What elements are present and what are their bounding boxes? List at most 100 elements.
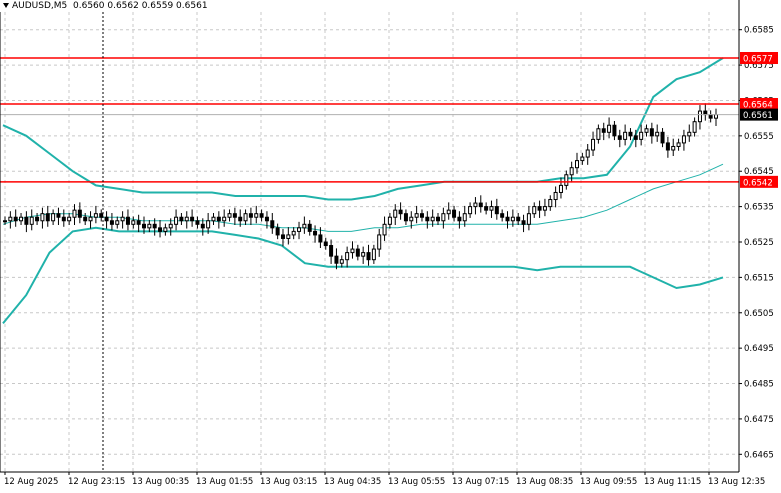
candle-body bbox=[500, 213, 505, 218]
y-tick-label: 0.6575 bbox=[744, 61, 774, 71]
candle-body bbox=[3, 220, 7, 223]
y-tick-label: 0.6465 bbox=[744, 450, 774, 460]
candle-body bbox=[377, 234, 382, 250]
candle-body bbox=[206, 220, 211, 229]
candle-body bbox=[19, 216, 24, 222]
candle-body bbox=[35, 216, 40, 222]
y-tick-label: 0.6475 bbox=[744, 415, 774, 425]
dropdown-triangle-icon[interactable] bbox=[3, 3, 9, 8]
candle-body bbox=[585, 149, 590, 158]
candle-body bbox=[452, 209, 457, 218]
candle-body bbox=[184, 216, 189, 222]
candle-body bbox=[318, 234, 323, 243]
candle-body bbox=[179, 216, 184, 222]
candle-body bbox=[115, 220, 120, 225]
candle-body bbox=[601, 128, 606, 133]
candle-body bbox=[703, 110, 708, 116]
candle-body bbox=[323, 241, 328, 247]
symbol-header: AUDUSD,M5 0.6560 0.6562 0.6559 0.6561 bbox=[3, 1, 208, 11]
candle-body bbox=[345, 252, 350, 261]
x-tick-label: 13 Aug 03:15 bbox=[260, 477, 317, 487]
candle-body bbox=[708, 114, 713, 119]
candle-body bbox=[72, 209, 77, 218]
x-tick-label: 13 Aug 00:35 bbox=[132, 477, 189, 487]
candle-body bbox=[264, 216, 269, 222]
x-tick-label: 13 Aug 12:35 bbox=[708, 477, 765, 487]
candle-body bbox=[125, 216, 130, 225]
candle-body bbox=[575, 160, 580, 169]
candle-body bbox=[195, 220, 200, 225]
candle-body bbox=[259, 213, 264, 218]
candle-body bbox=[120, 216, 125, 222]
candle-body bbox=[607, 124, 612, 133]
candle-body bbox=[393, 209, 398, 218]
candle-body bbox=[286, 234, 291, 239]
candle-body bbox=[564, 174, 569, 186]
candle-body bbox=[366, 252, 371, 261]
candle-body bbox=[382, 223, 387, 236]
candle-body bbox=[526, 213, 531, 225]
candle-body bbox=[371, 248, 376, 261]
candle-body bbox=[56, 213, 61, 218]
candle-body bbox=[446, 209, 451, 215]
current-price-label: 0.6561 bbox=[743, 111, 773, 121]
candle-body bbox=[93, 213, 98, 218]
candle-body bbox=[163, 227, 168, 232]
x-tick-label: 13 Aug 07:15 bbox=[452, 477, 509, 487]
level-price-tag bbox=[740, 175, 778, 188]
candle-body bbox=[61, 216, 66, 222]
candle-body bbox=[302, 223, 307, 229]
candle-body bbox=[398, 209, 403, 215]
level-price-label: 0.6564 bbox=[743, 101, 773, 111]
candle-body bbox=[13, 216, 18, 222]
candle-body bbox=[104, 216, 109, 222]
candle-body bbox=[275, 227, 280, 236]
candle-body bbox=[83, 216, 88, 222]
y-tick-label: 0.6495 bbox=[744, 344, 774, 354]
current-price-tag bbox=[740, 108, 778, 121]
candle-body bbox=[297, 227, 302, 232]
candle-body bbox=[639, 131, 644, 140]
candle-body bbox=[697, 110, 702, 123]
price-tags: 0.6577 0.6564 0.6542 0.6561 bbox=[740, 52, 778, 188]
candle-body bbox=[24, 216, 29, 225]
ohlc-values: 0.6560 0.6562 0.6559 0.6561 bbox=[73, 1, 208, 11]
candle-body bbox=[591, 138, 596, 151]
candle-body bbox=[227, 213, 232, 218]
candle-body bbox=[141, 223, 146, 229]
candle-body bbox=[131, 220, 136, 225]
candle-body bbox=[676, 142, 681, 147]
band-lower-band bbox=[2, 226, 724, 325]
candle-body bbox=[516, 216, 521, 222]
candle-body bbox=[558, 184, 563, 193]
y-tick-label: 0.6515 bbox=[744, 273, 774, 283]
level-price-tag bbox=[740, 52, 778, 64]
candle-body bbox=[216, 216, 221, 222]
candle-body bbox=[494, 206, 499, 215]
candle-body bbox=[222, 216, 227, 222]
candle-body bbox=[692, 121, 697, 133]
level-lines[interactable] bbox=[0, 57, 739, 183]
x-tick-label: 13 Aug 11:15 bbox=[644, 477, 701, 487]
candle-body bbox=[473, 202, 478, 208]
candle-body bbox=[441, 213, 446, 222]
x-tick-label: 13 Aug 04:35 bbox=[324, 477, 381, 487]
candle-body bbox=[77, 209, 82, 218]
candle-body bbox=[99, 213, 104, 218]
axes: 0.65850.65750.65650.65550.65450.65350.65… bbox=[0, 0, 774, 487]
candle-body bbox=[687, 131, 692, 137]
y-tick-label: 0.6535 bbox=[744, 203, 774, 213]
candle-body bbox=[334, 255, 339, 264]
candle-body bbox=[174, 216, 179, 225]
candle-body bbox=[489, 206, 494, 211]
candle-body bbox=[238, 216, 243, 222]
candle-body bbox=[532, 206, 537, 215]
candle-body bbox=[660, 131, 665, 144]
candle-body bbox=[243, 213, 248, 222]
candle-body bbox=[291, 230, 296, 236]
candle-body bbox=[419, 213, 424, 218]
y-tick-label: 0.6525 bbox=[744, 238, 774, 248]
candle-body bbox=[553, 191, 558, 201]
